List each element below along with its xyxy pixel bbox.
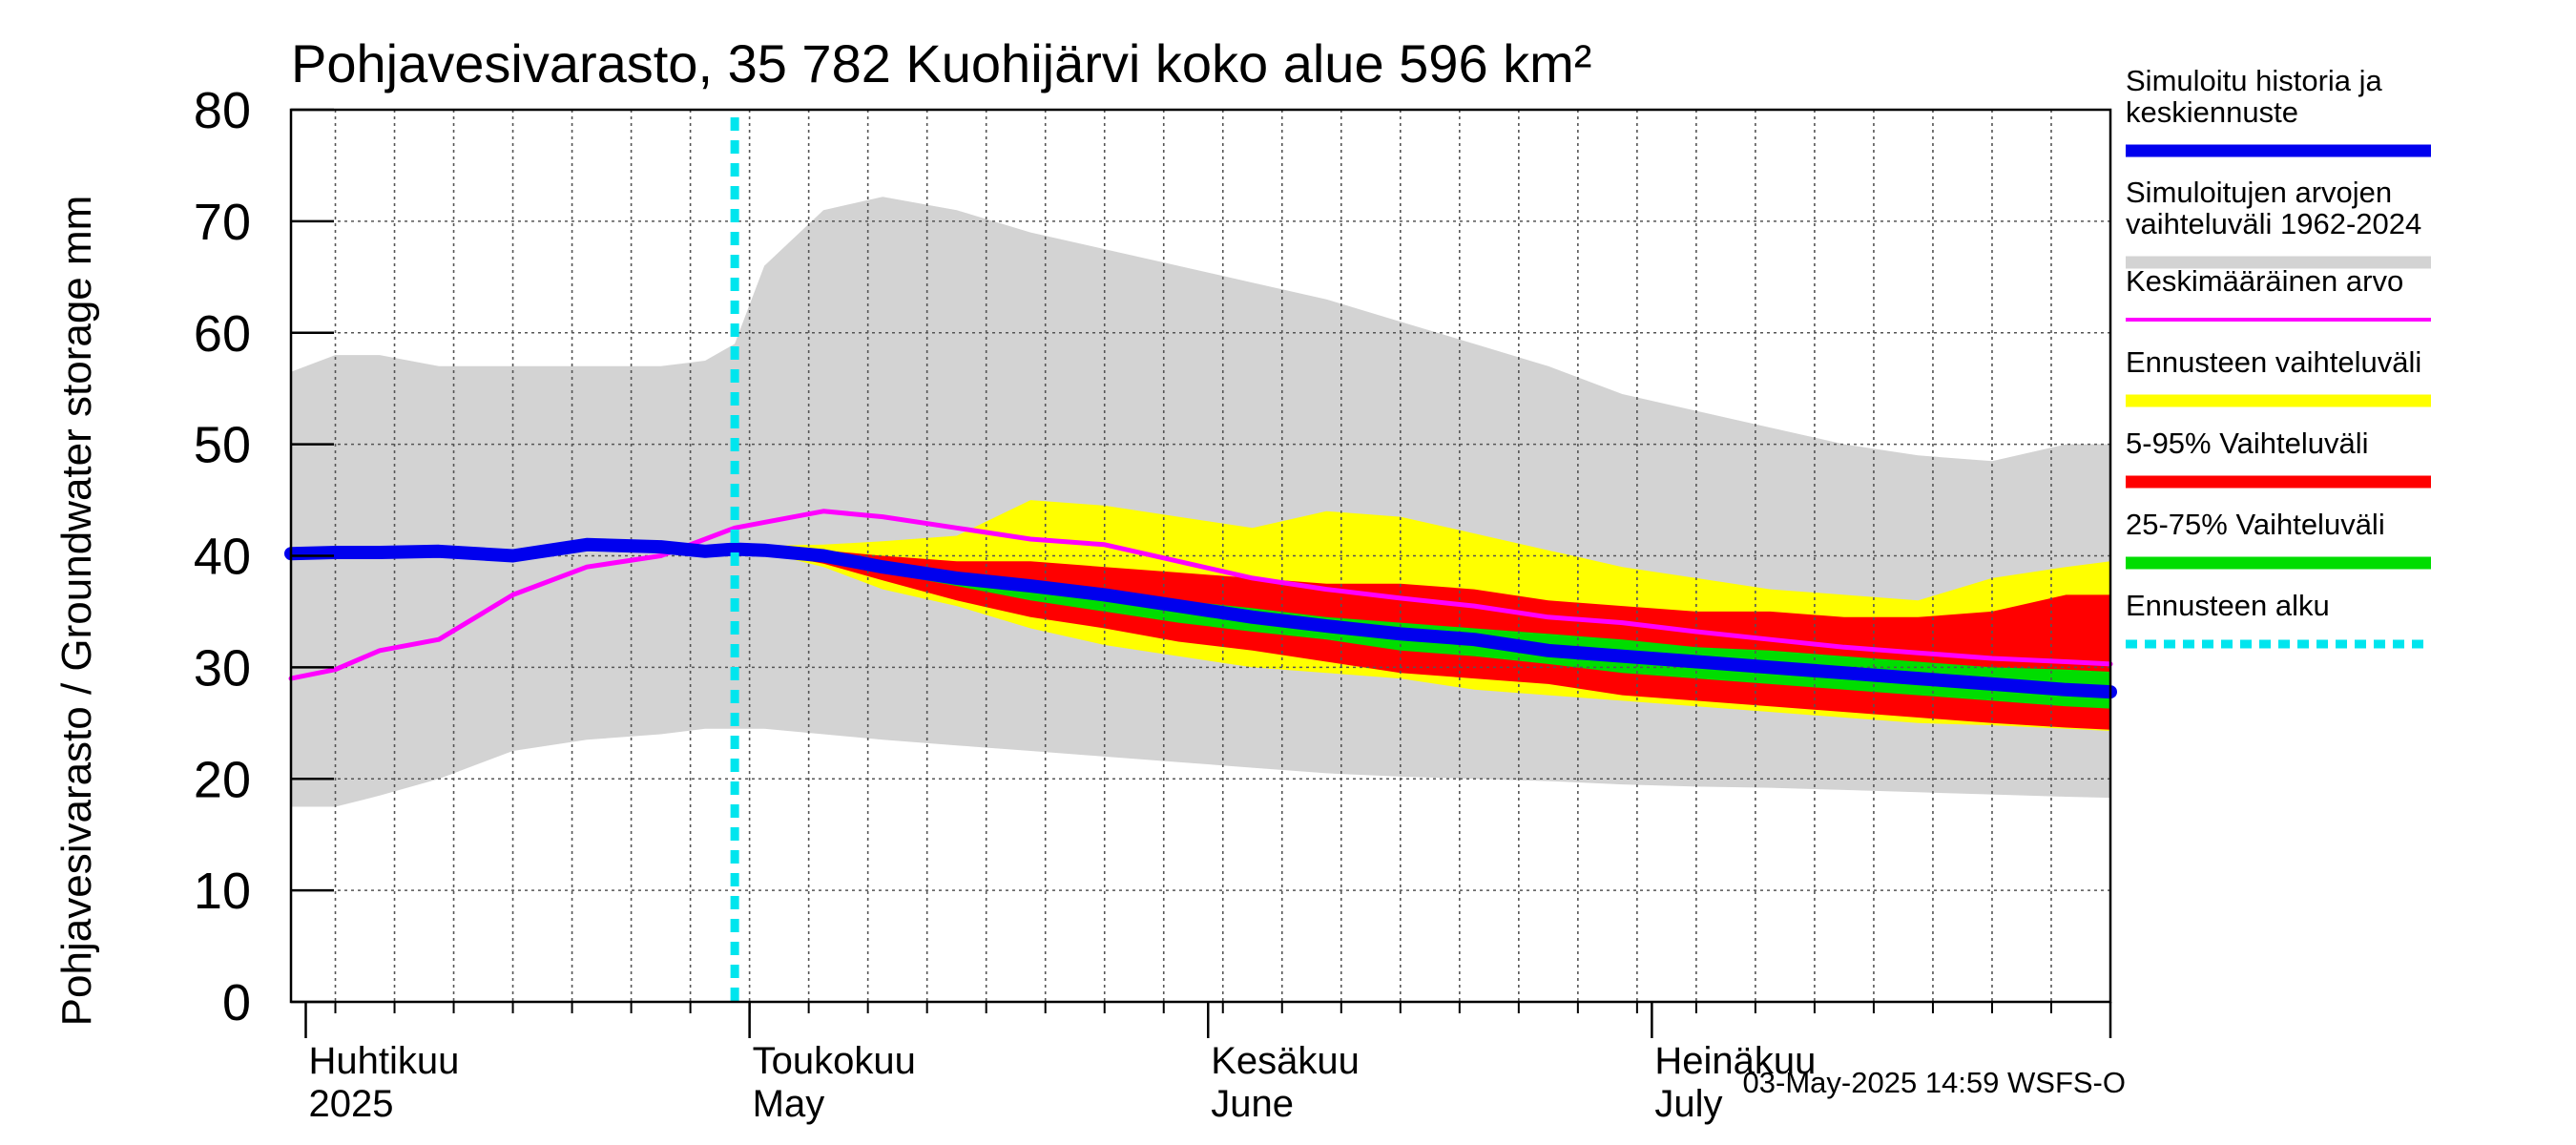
legend-label: Simuloitujen arvojen vaihteluväli 1962-20…	[2126, 176, 2421, 240]
legend-label: Ennusteen alku	[2126, 589, 2330, 622]
legend: Simuloitu historia ja keskiennuste Simuloi…	[2126, 64, 2431, 649]
y-tick-label-30: 30	[194, 639, 251, 697]
y-tick-label-20: 20	[194, 751, 251, 808]
month-label-fi: Heinäkuu	[1654, 1040, 1816, 1082]
series-line-simuloitu-historia-ja-keskiennuste	[284, 537, 2117, 699]
legend-item: Ennusteen alku	[2126, 589, 2431, 649]
legend-item: 25-75% Vaihteluväli	[2126, 508, 2431, 570]
y-tick-label-60: 60	[194, 305, 251, 363]
chart-title: Pohjavesivarasto, 35 782 Kuohijärvi koko…	[291, 33, 1591, 94]
y-axis-label: Pohjavesivarasto / Groundwater storage m…	[53, 196, 100, 1027]
series-line-keskim-r-inen-arvo	[288, 509, 2113, 681]
month-label-en: May	[753, 1083, 825, 1125]
legend-item: Simuloitujen arvojen vaihteluväli 1962-20…	[2126, 176, 2431, 269]
legend-item: 5-95% Vaihteluväli	[2126, 427, 2431, 489]
legend-item: Keskimääräinen arvo	[2126, 264, 2431, 322]
legend-label: 25-75% Vaihteluväli	[2126, 508, 2385, 541]
y-tick-label-50: 50	[194, 417, 251, 474]
legend-label: Simuloitu historia ja keskiennuste	[2126, 64, 2383, 129]
legend-item: Simuloitu historia ja keskiennuste	[2126, 64, 2431, 157]
legend-label: Keskimääräinen arvo	[2126, 264, 2403, 298]
legend-label: 5-95% Vaihteluväli	[2126, 427, 2368, 460]
month-label-fi: Huhtikuu	[309, 1040, 460, 1082]
month-label-en: June	[1211, 1083, 1294, 1125]
y-tick-label-70: 70	[194, 194, 251, 251]
y-tick-label-40: 40	[194, 529, 251, 586]
y-tick-label-10: 10	[194, 863, 251, 920]
legend-label: Ennusteen vaihteluväli	[2126, 345, 2421, 379]
month-label-en: July	[1654, 1083, 1722, 1125]
legend-item: Ennusteen vaihteluväli	[2126, 345, 2431, 407]
y-tick-label-0: 0	[222, 974, 251, 1031]
y-tick-label-80: 80	[194, 82, 251, 139]
timestamp-label: 03-May-2025 14:59 WSFS-O	[1743, 1066, 2126, 1099]
month-label-en: 2025	[309, 1083, 394, 1125]
month-label-fi: Toukokuu	[753, 1040, 916, 1082]
month-label-fi: Kesäkuu	[1211, 1040, 1360, 1082]
